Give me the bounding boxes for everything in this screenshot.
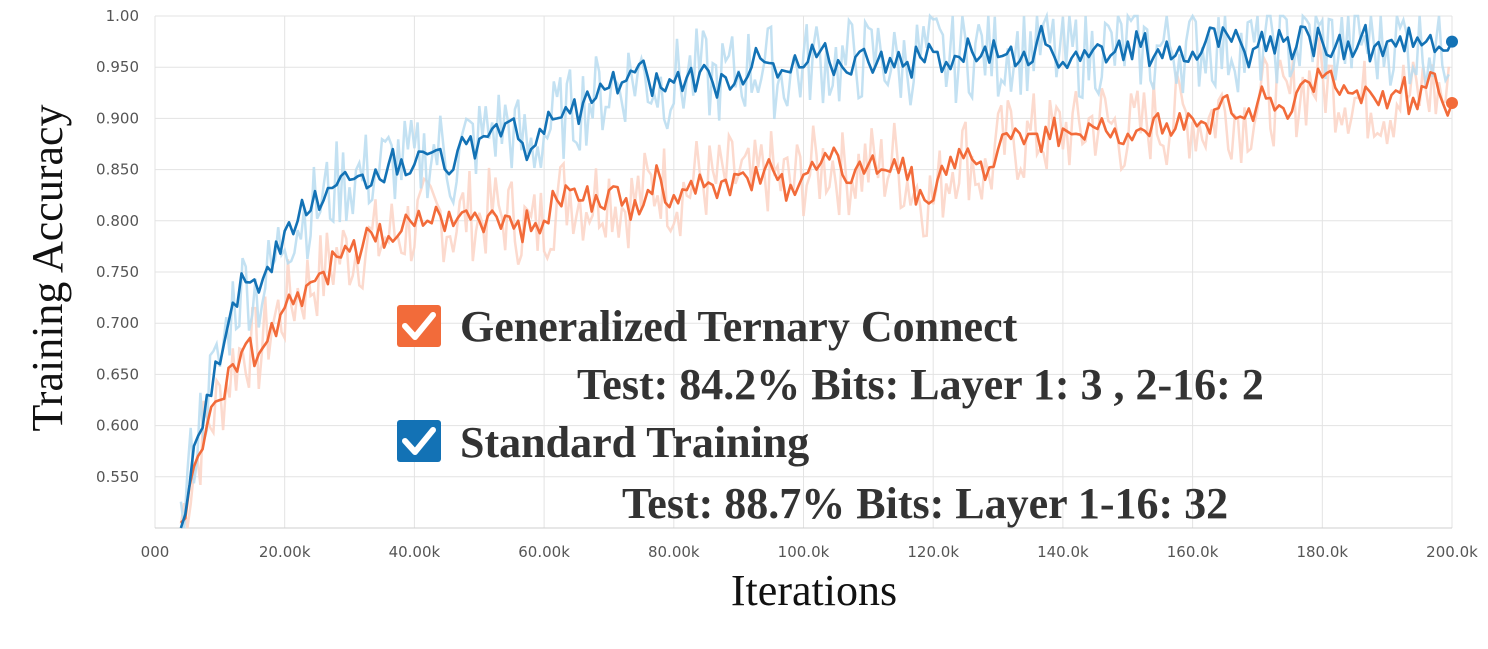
x-tick-label: 80.00k [648,543,700,561]
x-tick-label: 160.0k [1167,543,1219,561]
x-tick-label: 100.0k [778,543,830,561]
raw-series-line [179,37,1451,529]
x-tick-label: 20.00k [259,543,311,561]
legend-label-standard: Standard Training [460,418,809,467]
x-tick-label: 180.0k [1296,543,1348,561]
x-tick-label: 40.00k [389,543,441,561]
series-end-markers [1446,35,1458,110]
series-line [179,23,1454,529]
x-tick-label: 000 [141,543,170,561]
checkmark-icon [402,312,436,340]
y-tick-labels: 1.00 0.950 0.900 0.850 0.800 0.750 0.700 0.650 0… [96,7,139,486]
checkmark-icon [402,427,436,455]
legend: Generalized Ternary Connect Test: 84.2% … [397,302,1264,528]
y-tick-label: 0.700 [96,314,139,332]
y-tick-label: 0.550 [96,468,139,486]
series-end-marker [1446,35,1458,48]
legend-label-ternary: Generalized Ternary Connect [460,302,1018,351]
series-line [179,67,1454,524]
y-tick-label: 1.00 [106,7,139,25]
y-tick-label: 0.850 [96,161,139,179]
y-tick-label: 0.950 [96,58,139,76]
smoothed-series-lines [179,23,1454,529]
y-axis-title: Training Accuracy [23,104,72,431]
x-tick-label: 140.0k [1037,543,1089,561]
x-tick-labels: 000 20.00k 40.00k 60.00k 80.00k 100.0k 120.0k 1… [141,543,1478,561]
y-tick-label: 0.600 [96,417,139,435]
y-tick-label: 0.750 [96,263,139,281]
y-tick-label: 0.650 [96,365,139,383]
y-tick-label: 0.800 [96,212,139,230]
legend-note-standard: Test: 88.7% Bits: Layer 1-16: 32 [622,479,1228,528]
x-tick-label: 200.0k [1426,543,1478,561]
x-axis-title: Iterations [731,566,897,615]
grid-lines [154,15,1453,529]
x-tick-label: 60.00k [518,543,570,561]
legend-item-standard-training[interactable]: Standard Training Test: 88.7% Bits: Laye… [397,418,1228,528]
x-tick-label: 120.0k [907,543,959,561]
legend-note-ternary: Test: 84.2% Bits: Layer 1: 3 , 2-16: 2 [577,360,1264,409]
series-end-marker [1446,97,1458,110]
legend-item-generalized-ternary-connect[interactable]: Generalized Ternary Connect Test: 84.2% … [397,302,1264,409]
y-tick-label: 0.900 [96,109,139,127]
